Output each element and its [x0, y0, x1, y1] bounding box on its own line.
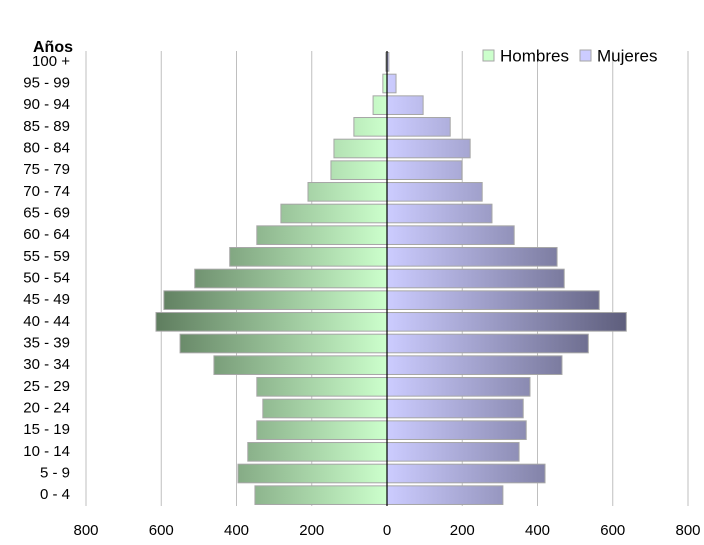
bar [386, 377, 531, 397]
bar [254, 485, 388, 505]
bar [353, 117, 388, 137]
y-tick-label: 45 - 49 [23, 291, 70, 308]
bar [386, 442, 520, 462]
bar [194, 268, 388, 289]
axis-title: Años [33, 39, 73, 56]
bar [280, 203, 388, 224]
y-tick-label: 0 - 4 [40, 486, 70, 503]
bar [247, 442, 388, 462]
bar [179, 333, 388, 354]
bar [330, 160, 388, 180]
bar [386, 485, 504, 505]
x-tick-label: 400 [224, 522, 249, 539]
y-tick-label: 50 - 54 [23, 269, 70, 286]
bar [386, 463, 546, 484]
bar [237, 463, 388, 484]
bar [256, 225, 388, 245]
x-tick-label: 400 [525, 522, 550, 539]
bar [307, 182, 388, 202]
bar [386, 268, 565, 289]
bar [386, 182, 483, 202]
bar [163, 290, 388, 310]
bar [382, 73, 388, 94]
x-tick-label: 0 [383, 522, 391, 539]
bar [386, 333, 589, 354]
x-tick-label: 600 [600, 522, 625, 539]
y-tick-label: 80 - 84 [23, 139, 70, 156]
bar [386, 420, 527, 440]
legend-label: Hombres [500, 46, 569, 65]
legend-swatch [482, 49, 495, 62]
y-tick-label: 60 - 64 [23, 226, 70, 243]
y-tick-label: 95 - 99 [23, 74, 70, 91]
bar [256, 420, 388, 440]
y-tick-label: 100 + [32, 53, 70, 70]
y-tick-label: 70 - 74 [23, 183, 70, 200]
bar [386, 247, 558, 267]
bar [386, 290, 600, 310]
bar [262, 398, 388, 419]
bar [256, 377, 388, 397]
bar [386, 160, 463, 180]
y-tick-label: 30 - 34 [23, 356, 70, 373]
y-tick-label: 35 - 39 [23, 334, 70, 351]
bar [386, 138, 471, 159]
bar [229, 247, 388, 267]
x-tick-label: 600 [149, 522, 174, 539]
bar [386, 73, 397, 94]
bar [386, 203, 493, 224]
bar [386, 312, 627, 332]
legend-label: Mujeres [597, 46, 657, 65]
y-tick-label: 85 - 89 [23, 118, 70, 135]
bar [386, 355, 563, 375]
x-tick-label: 200 [450, 522, 475, 539]
x-tick-label: 800 [73, 522, 98, 539]
bar [155, 312, 388, 332]
y-tick-label: 25 - 29 [23, 378, 70, 395]
bar [386, 398, 524, 419]
bar [386, 117, 451, 137]
y-tick-label: 90 - 94 [23, 96, 70, 113]
x-tick-label: 800 [675, 522, 700, 539]
legend-swatch [579, 49, 592, 62]
y-tick-label: 15 - 19 [23, 421, 70, 438]
bar [213, 355, 388, 375]
y-tick-label: 55 - 59 [23, 248, 70, 265]
bar [386, 225, 515, 245]
y-tick-label: 10 - 14 [23, 443, 70, 460]
y-tick-label: 40 - 44 [23, 313, 70, 330]
y-tick-label: 65 - 69 [23, 204, 70, 221]
y-tick-label: 20 - 24 [23, 399, 70, 416]
bar [372, 95, 388, 115]
x-tick-label: 200 [299, 522, 324, 539]
bar [333, 138, 388, 159]
y-tick-label: 5 - 9 [40, 464, 70, 481]
y-tick-label: 75 - 79 [23, 161, 70, 178]
bar [386, 95, 424, 115]
